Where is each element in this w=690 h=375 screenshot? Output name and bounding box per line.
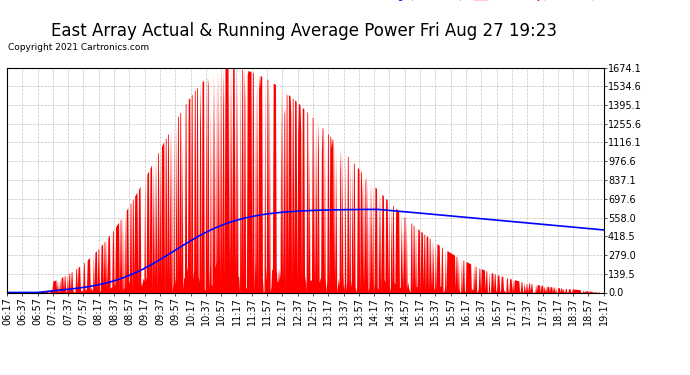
Text: Copyright 2021 Cartronics.com: Copyright 2021 Cartronics.com: [8, 43, 150, 52]
Legend: Average(DC Watts), East Array(DC Watts): Average(DC Watts), East Array(DC Watts): [348, 0, 599, 4]
Text: East Array Actual & Running Average Power Fri Aug 27 19:23: East Array Actual & Running Average Powe…: [50, 22, 557, 40]
